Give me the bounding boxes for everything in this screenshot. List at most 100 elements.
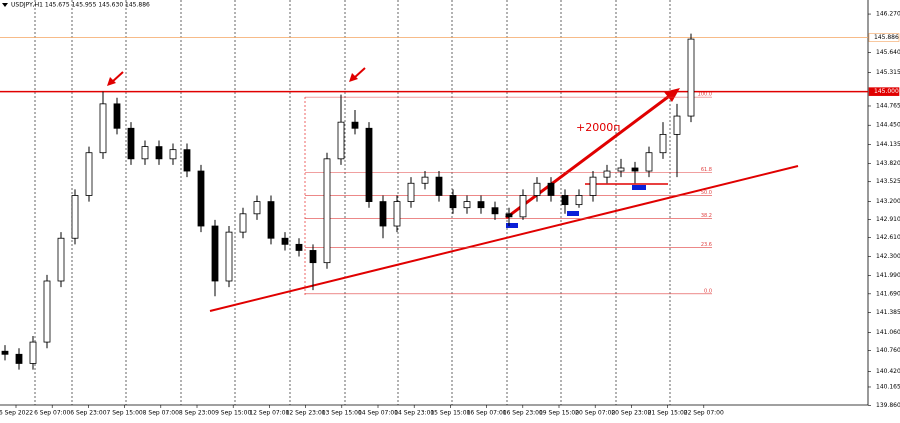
- candle-body: [407, 182, 415, 202]
- y-tick-label: 143.820: [876, 160, 900, 167]
- candle-body: [309, 250, 317, 264]
- price-box-label: 145.886: [874, 34, 899, 41]
- price-box: [868, 33, 900, 42]
- candle-body: [673, 115, 681, 135]
- y-tick-label: 144.765: [876, 102, 900, 109]
- candle-body: [379, 201, 387, 227]
- candle-body: [365, 127, 373, 202]
- candle-body: [253, 201, 261, 215]
- candle-body: [57, 237, 65, 282]
- fib-label: 61.8: [701, 167, 712, 173]
- fib-label: 38.2: [701, 213, 712, 219]
- price-box: [868, 87, 900, 96]
- x-tick-label: 6 Sep 2022: [0, 410, 33, 417]
- y-tick-label: 141.385: [876, 309, 900, 316]
- x-tick-label: 15 Sep 15:00: [430, 410, 470, 417]
- candle-body: [421, 176, 429, 184]
- markers: [506, 185, 646, 228]
- y-tick-label: 139.860: [876, 402, 900, 409]
- x-tick-label: 20 Sep 07:00: [575, 410, 615, 417]
- y-tick-label: 145.315: [876, 69, 900, 76]
- y-tick-label: 142.300: [876, 253, 900, 260]
- candle-body: [477, 201, 485, 209]
- candle-body: [687, 38, 695, 117]
- candle-body: [113, 103, 121, 129]
- y-tick-label: 140.760: [876, 347, 900, 354]
- candle-body: [267, 201, 275, 239]
- y-tick-label: 142.910: [876, 216, 900, 223]
- x-tick-label: 6 Sep 23:00: [70, 410, 106, 417]
- y-tick-label: 141.990: [876, 272, 900, 279]
- x-tick-label: 20 Sep 23:00: [611, 410, 651, 417]
- candle-body: [533, 182, 541, 196]
- fib-label: 100.0: [698, 92, 712, 98]
- candle-body: [43, 280, 51, 343]
- candle-body: [281, 237, 289, 245]
- x-tick-label: 14 Sep 07:00: [358, 410, 398, 417]
- candle-body: [295, 243, 303, 251]
- x-tick-label: 12 Sep 07:00: [249, 410, 289, 417]
- candle-body: [463, 201, 471, 209]
- price-box-label: 145.000: [874, 88, 899, 95]
- profit-label: +2000п: [576, 121, 620, 134]
- candle-body: [435, 176, 443, 196]
- candle-body: [645, 152, 653, 172]
- candle-body: [337, 121, 345, 160]
- y-tick-label: 141.060: [876, 329, 900, 336]
- candle-body: [127, 127, 135, 160]
- fib-label: 0.0: [704, 288, 712, 294]
- x-tick-label: 9 Sep 15:00: [215, 410, 251, 417]
- y-tick-label: 143.200: [876, 198, 900, 205]
- candle-body: [575, 195, 583, 206]
- x-tick-label: 16 Sep 23:00: [503, 410, 543, 417]
- fib-label: 50.0: [701, 190, 712, 196]
- candles: [1, 33, 695, 370]
- candle-body: [519, 195, 527, 218]
- candle-body: [183, 149, 191, 172]
- y-tick-label: 145.640: [876, 49, 900, 56]
- candle-body: [29, 341, 37, 364]
- candle-body: [239, 213, 247, 233]
- y-tick-label: 144.135: [876, 141, 900, 148]
- candle-body: [15, 353, 23, 364]
- y-tick-label: 140.420: [876, 368, 900, 375]
- day-separators: [34, 0, 671, 405]
- candle-body: [561, 195, 569, 206]
- symbol-header: USDJPY,H1 145.675 145.955 145.630 145.88…: [11, 2, 150, 9]
- candle-body: [491, 207, 499, 215]
- x-tick-label: 14 Sep 23:00: [394, 410, 434, 417]
- menu-icon[interactable]: [2, 3, 8, 7]
- candle-body: [99, 103, 107, 154]
- candle-body: [393, 201, 401, 227]
- candle-body: [323, 158, 331, 264]
- candle-body: [589, 176, 597, 196]
- y-tick-label: 146.270: [876, 11, 900, 18]
- candle-body: [85, 152, 93, 196]
- candle-body: [505, 213, 513, 218]
- candle-body: [71, 195, 79, 239]
- x-tick-label: 19 Sep 15:00: [539, 410, 579, 417]
- candle-body: [351, 121, 359, 129]
- x-tick-label: 6 Sep 07:00: [34, 410, 70, 417]
- y-tick-label: 144.450: [876, 122, 900, 129]
- candle-body: [547, 182, 555, 196]
- candle-body: [197, 170, 205, 227]
- candle-body: [141, 146, 149, 160]
- x-tick-label: 16 Sep 07:00: [467, 410, 507, 417]
- candle-body: [659, 133, 667, 154]
- fib-label: 23.6: [701, 242, 712, 248]
- x-tick-label: 8 Sep 07:00: [143, 410, 179, 417]
- y-tick-label: 140.165: [876, 383, 900, 390]
- candle-body: [449, 195, 457, 209]
- y-tick-label: 142.610: [876, 234, 900, 241]
- candle-body: [169, 149, 177, 160]
- candle-body: [1, 350, 9, 355]
- x-tick-label: 12 Sep 23:00: [286, 410, 326, 417]
- y-tick-label: 143.525: [876, 178, 900, 185]
- x-tick-label: 22 Sep 07:00: [684, 410, 724, 417]
- candle-body: [631, 167, 639, 172]
- candle-body: [211, 225, 219, 282]
- y-tick-label: 141.690: [876, 290, 900, 297]
